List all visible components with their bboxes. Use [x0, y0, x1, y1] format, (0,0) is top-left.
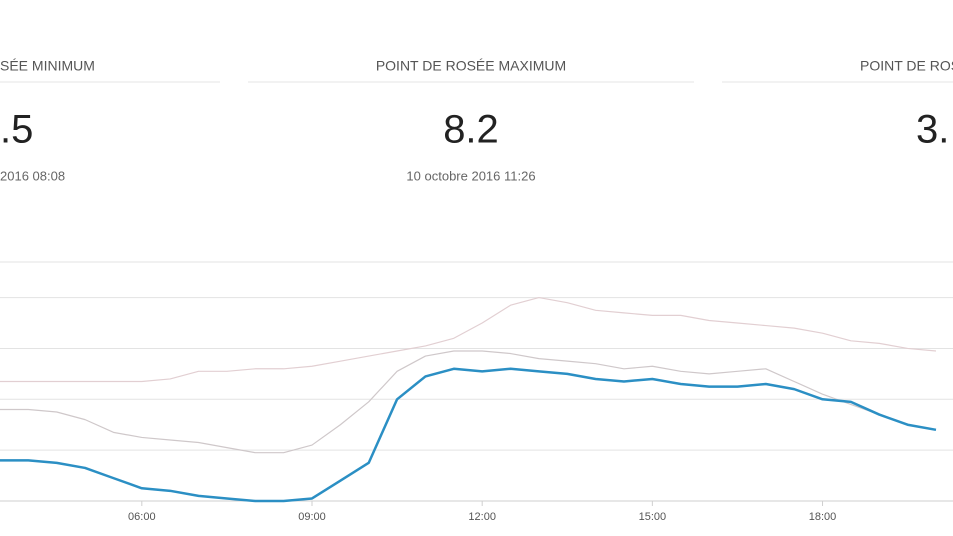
card-title: POINT DE ROS [860, 58, 953, 74]
series-line [0, 367, 937, 503]
series-line [0, 350, 937, 454]
card-value: 8.2 [443, 108, 499, 152]
x-tick-label: 18:00 [809, 511, 837, 523]
x-tick-label: 12:00 [468, 511, 496, 523]
card-date: 10 octobre 2016 11:26 [406, 168, 535, 183]
card-title: SÉE MINIMUM [0, 58, 95, 74]
card-value: 3. [916, 108, 949, 152]
card-date: 2016 08:08 [0, 168, 65, 183]
x-tick-label: 15:00 [639, 511, 667, 523]
card-title: POINT DE ROSÉE MAXIMUM [376, 58, 566, 74]
card-value: .5 [0, 108, 33, 152]
x-tick-label: 09:00 [298, 511, 326, 523]
x-tick-label: 06:00 [128, 511, 156, 523]
series-line [0, 296, 937, 383]
